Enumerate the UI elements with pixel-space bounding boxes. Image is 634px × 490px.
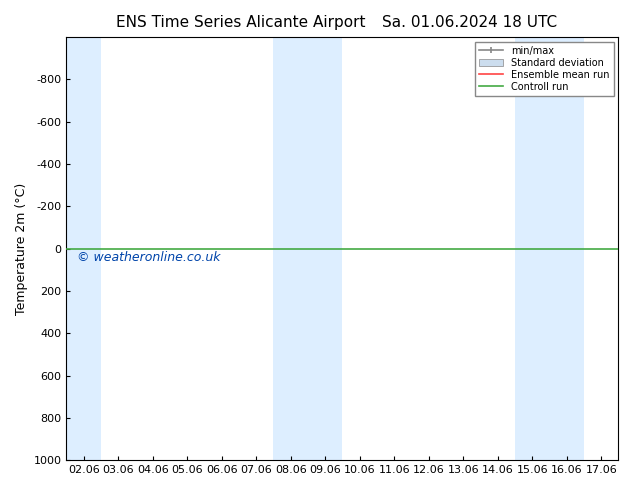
Legend: min/max, Standard deviation, Ensemble mean run, Controll run: min/max, Standard deviation, Ensemble me… bbox=[476, 42, 614, 96]
Bar bbox=[515, 37, 550, 460]
Text: © weatheronline.co.uk: © weatheronline.co.uk bbox=[77, 251, 221, 264]
Y-axis label: Temperature 2m (°C): Temperature 2m (°C) bbox=[15, 182, 28, 315]
Text: ENS Time Series Alicante Airport: ENS Time Series Alicante Airport bbox=[116, 15, 366, 30]
Bar bbox=[550, 37, 584, 460]
Bar bbox=[67, 37, 101, 460]
Bar bbox=[273, 37, 308, 460]
Text: Sa. 01.06.2024 18 UTC: Sa. 01.06.2024 18 UTC bbox=[382, 15, 557, 30]
Bar bbox=[308, 37, 342, 460]
